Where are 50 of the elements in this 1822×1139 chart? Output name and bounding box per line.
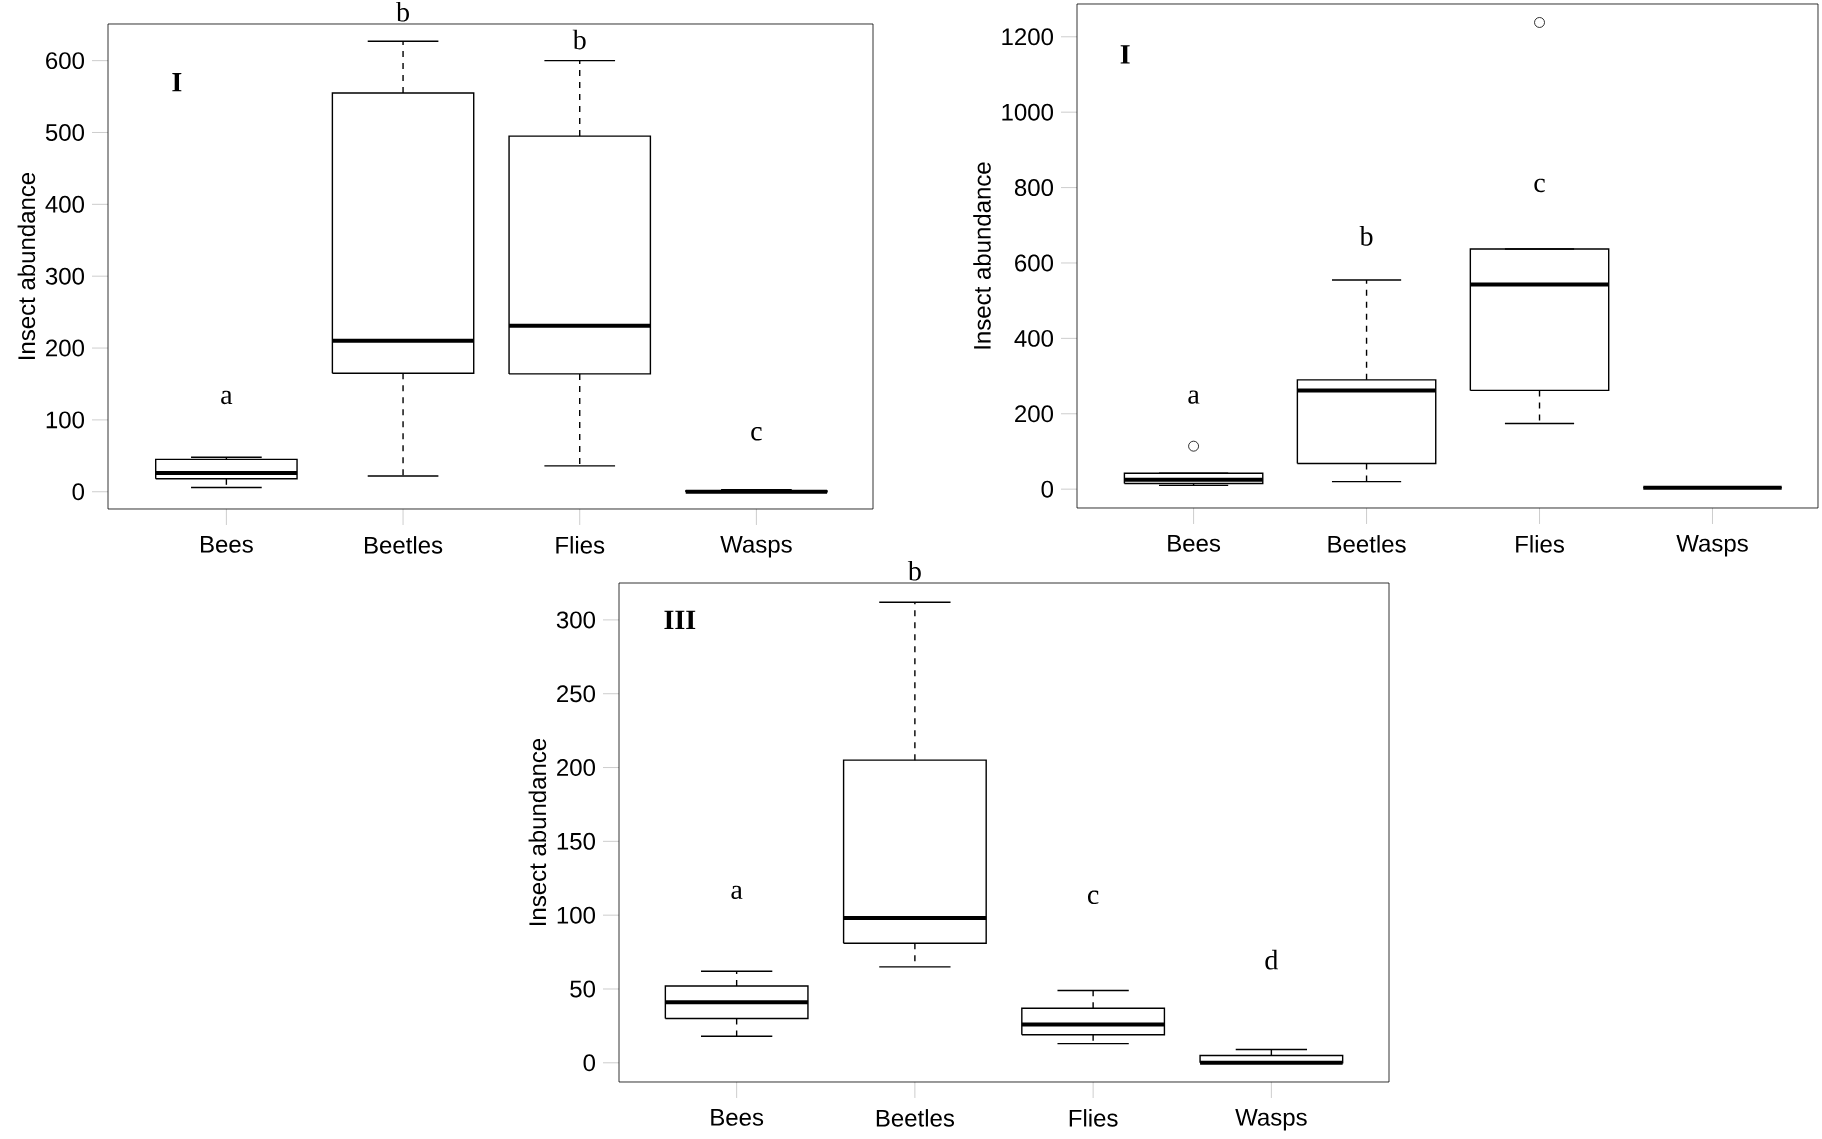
y-tick-label: 200 [557, 759, 596, 777]
y-axis-title: Insect abundance [528, 738, 547, 926]
annotation: b [572, 29, 586, 50]
text: b [396, 1, 409, 22]
y-tick-label: 0 [583, 1054, 596, 1072]
y-tick-label: 500 [45, 124, 84, 141]
annotation: d [1265, 949, 1279, 970]
text: I [1120, 45, 1130, 64]
x-tick-label: Bees [711, 1109, 764, 1126]
y-tick-label: 600 [46, 52, 84, 70]
x-tick-label: Bees [201, 536, 253, 553]
annotation: c [1087, 890, 1099, 905]
x-tick-label: Bees [1168, 535, 1221, 552]
y-tick-label: 150 [557, 832, 596, 850]
x-tick-label: Wasps [1676, 535, 1748, 557]
y-axis-title: Insect abundance [973, 162, 991, 349]
annotation: a [731, 885, 743, 900]
y-tick-label: 400 [1014, 329, 1054, 347]
x-tick-label: Beetles [876, 1109, 955, 1127]
y-tick-label: 300 [556, 611, 596, 629]
y-tick-label: 1000 [1002, 103, 1053, 121]
y-tick-label: 0 [72, 483, 85, 501]
y-tick-label: 100 [557, 906, 596, 924]
annotation: b [1359, 225, 1373, 246]
x-tick-label: Flies [1069, 1109, 1118, 1127]
x-tick-label: Beetles [365, 536, 443, 554]
y-tick-label: 100 [46, 411, 84, 429]
y-tick-label: 300 [45, 267, 84, 285]
x-tick-label: Wasps [1235, 1109, 1307, 1131]
text: III [664, 610, 696, 630]
annotation: c [751, 427, 762, 441]
annotation: a [1188, 390, 1200, 404]
x-tick-label: Flies [1516, 535, 1564, 553]
text: I [172, 73, 182, 92]
y-tick-label: 250 [557, 685, 596, 703]
y-tick-label: 200 [1015, 405, 1054, 423]
y-tick-label: 1200 [1002, 28, 1053, 46]
y-tick-label: 0 [1041, 480, 1054, 498]
y-tick-label: 800 [1014, 179, 1054, 197]
text: b [907, 560, 921, 581]
x-tick-label: Beetles [1328, 535, 1406, 553]
annotation: c [1534, 178, 1545, 193]
y-tick-label: 200 [46, 339, 84, 357]
x-tick-label: Flies [556, 536, 605, 554]
annotation: a [221, 390, 233, 405]
y-tick-label: 400 [45, 195, 84, 213]
x-tick-label: Wasps [720, 536, 792, 558]
y-tick-label: 600 [1015, 254, 1054, 272]
y-tick-label: 50 [570, 980, 596, 998]
y-axis-title: Insect abundance [17, 172, 36, 360]
